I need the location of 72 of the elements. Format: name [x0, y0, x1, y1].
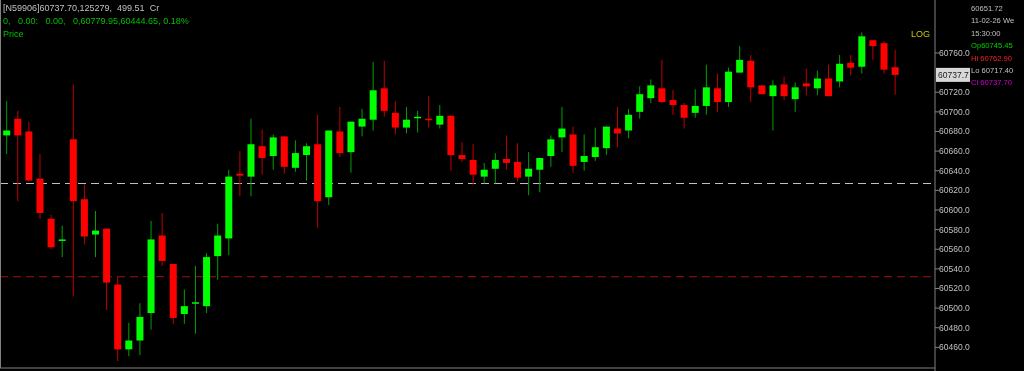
candlestick: [791, 81, 799, 113]
candlestick: [536, 157, 544, 193]
candlestick: [802, 68, 810, 96]
candlestick: [669, 89, 677, 116]
candlestick: [491, 152, 499, 184]
y-tick-label: 60720.0: [939, 87, 970, 98]
candlestick: [469, 143, 477, 185]
candlestick: [525, 151, 533, 196]
candlestick: [502, 134, 510, 171]
y-tick-label: 60540.0: [939, 263, 970, 274]
y-tick-label: 60640.0: [939, 165, 970, 176]
candlestick: [136, 302, 144, 356]
chart-title: [N59906]60737.70,125279, 499.51 Cr: [3, 3, 160, 13]
y-tick-label: 60680.0: [939, 126, 970, 137]
y-tick-label: 60500.0: [939, 303, 970, 314]
candlestick: [214, 223, 222, 281]
candlestick: [358, 108, 366, 137]
candlestick: [58, 225, 66, 258]
candlestick: [847, 54, 855, 77]
candlestick: [702, 64, 710, 116]
y-tick-label: 60480.0: [939, 322, 970, 333]
candlestick: [647, 78, 655, 104]
text: LOG: [910, 29, 930, 39]
candlestick: [558, 106, 566, 153]
y-tick-label: 60620.0: [939, 185, 970, 196]
candlestick: [769, 79, 777, 132]
candlestick: [580, 133, 588, 172]
candlestick: [658, 59, 666, 104]
candlestick: [680, 102, 688, 130]
y-tick-label: 60600.0: [939, 204, 970, 215]
candlestick: [869, 39, 877, 61]
candlestick: [258, 129, 266, 176]
y-tick-label: 60560.0: [939, 244, 970, 255]
candlestick: [591, 127, 599, 162]
candlestick: [269, 133, 277, 171]
y-tick-label: 60760.0: [939, 47, 970, 58]
candlestick: [636, 85, 644, 120]
y-tick-label: 60520.0: [939, 283, 970, 294]
y-axis-title: Price: [3, 29, 24, 39]
y-tick-label: 60660.0: [939, 146, 970, 157]
candlestick: [125, 322, 133, 357]
candlestick: [236, 150, 244, 197]
candlestick: [514, 142, 522, 183]
candlestick: [836, 54, 844, 88]
candlestick: [336, 106, 344, 158]
candlestick: [458, 141, 466, 163]
text: 60737.7: [938, 69, 969, 80]
candlestick: [547, 134, 555, 168]
candlestick: [602, 126, 610, 156]
candlestick: [380, 60, 388, 118]
candlestick: [391, 100, 399, 135]
candlestick: [891, 49, 899, 96]
candlestick: [713, 73, 721, 113]
y-tick-label: 60700.0: [939, 106, 970, 117]
candlestick: [191, 265, 199, 335]
candlestick: [303, 142, 311, 182]
candlestick: [436, 104, 444, 130]
candlestick: [180, 288, 188, 325]
candlestick: [736, 45, 744, 74]
candlestick: [480, 162, 488, 184]
candlestick: [92, 210, 100, 258]
candlestick: [291, 139, 299, 173]
candlestick: [813, 70, 821, 96]
candlestick: [402, 106, 410, 134]
y-tick-label: 60580.0: [939, 224, 970, 235]
candlestick: [14, 110, 22, 202]
y-tick-label: 60460.0: [939, 342, 970, 353]
candlestick: [780, 76, 788, 101]
text: 0, 0.00: 0.00, 0,60779.95,60444.65, 0.18%: [3, 16, 189, 26]
candlestick: [825, 64, 832, 97]
candlestick: [625, 108, 633, 139]
candlestick: [691, 88, 699, 119]
